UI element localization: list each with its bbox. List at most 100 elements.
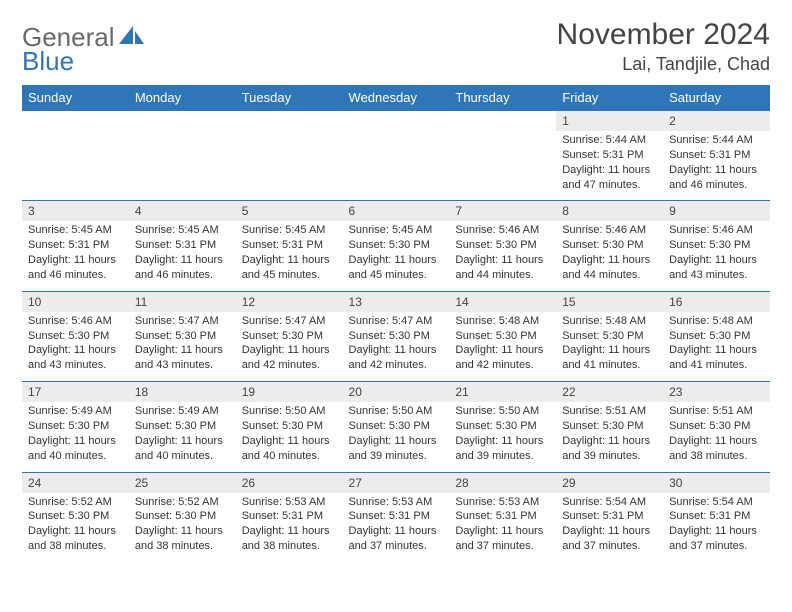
daylight-line: Daylight: 11 hours and 43 minutes.	[669, 253, 764, 283]
day-number-cell: 20	[343, 382, 450, 403]
weekday-header: Wednesday	[343, 85, 450, 111]
daylight-line: Daylight: 11 hours and 40 minutes.	[135, 434, 230, 464]
weekday-header: Tuesday	[236, 85, 343, 111]
sunset-line: Sunset: 5:31 PM	[669, 148, 764, 163]
sunrise-line: Sunrise: 5:47 AM	[242, 314, 337, 329]
sunset-line: Sunset: 5:30 PM	[562, 238, 657, 253]
sunset-line: Sunset: 5:30 PM	[242, 329, 337, 344]
sunrise-line: Sunrise: 5:51 AM	[669, 404, 764, 419]
sunset-line: Sunset: 5:30 PM	[669, 238, 764, 253]
day-content-row: Sunrise: 5:46 AMSunset: 5:30 PMDaylight:…	[22, 312, 770, 382]
daylight-line: Daylight: 11 hours and 47 minutes.	[562, 163, 657, 193]
sunrise-line: Sunrise: 5:44 AM	[562, 133, 657, 148]
sunrise-line: Sunrise: 5:45 AM	[135, 223, 230, 238]
day-number-cell: 6	[343, 201, 450, 222]
day-number-cell: 8	[556, 201, 663, 222]
daynum-row: 12	[22, 111, 770, 132]
day-number-cell	[449, 111, 556, 132]
sunrise-line: Sunrise: 5:53 AM	[242, 495, 337, 510]
day-content-cell: Sunrise: 5:46 AMSunset: 5:30 PMDaylight:…	[663, 221, 770, 291]
brand-logo: General Blue	[22, 18, 145, 74]
sunrise-line: Sunrise: 5:46 AM	[455, 223, 550, 238]
sunset-line: Sunset: 5:30 PM	[28, 419, 123, 434]
day-content-cell: Sunrise: 5:45 AMSunset: 5:31 PMDaylight:…	[22, 221, 129, 291]
daylight-line: Daylight: 11 hours and 40 minutes.	[28, 434, 123, 464]
sunset-line: Sunset: 5:31 PM	[562, 509, 657, 524]
day-content-cell: Sunrise: 5:52 AMSunset: 5:30 PMDaylight:…	[22, 493, 129, 562]
day-content-row: Sunrise: 5:49 AMSunset: 5:30 PMDaylight:…	[22, 402, 770, 472]
day-number-cell	[236, 111, 343, 132]
sunset-line: Sunset: 5:31 PM	[349, 509, 444, 524]
daylight-line: Daylight: 11 hours and 38 minutes.	[135, 524, 230, 554]
day-content-cell	[449, 131, 556, 201]
day-content-cell: Sunrise: 5:47 AMSunset: 5:30 PMDaylight:…	[343, 312, 450, 382]
day-number-cell: 4	[129, 201, 236, 222]
day-content-cell: Sunrise: 5:44 AMSunset: 5:31 PMDaylight:…	[556, 131, 663, 201]
day-number-cell: 18	[129, 382, 236, 403]
daylight-line: Daylight: 11 hours and 45 minutes.	[349, 253, 444, 283]
day-number-cell: 2	[663, 111, 770, 132]
sunset-line: Sunset: 5:30 PM	[669, 419, 764, 434]
day-content-cell: Sunrise: 5:53 AMSunset: 5:31 PMDaylight:…	[343, 493, 450, 562]
day-content-cell: Sunrise: 5:52 AMSunset: 5:30 PMDaylight:…	[129, 493, 236, 562]
sunrise-line: Sunrise: 5:46 AM	[28, 314, 123, 329]
daylight-line: Daylight: 11 hours and 41 minutes.	[562, 343, 657, 373]
daylight-line: Daylight: 11 hours and 46 minutes.	[135, 253, 230, 283]
header-row: General Blue November 2024 Lai, Tandjile…	[22, 18, 770, 75]
day-number-cell: 30	[663, 472, 770, 493]
sunrise-line: Sunrise: 5:50 AM	[349, 404, 444, 419]
day-content-cell: Sunrise: 5:46 AMSunset: 5:30 PMDaylight:…	[22, 312, 129, 382]
sunset-line: Sunset: 5:30 PM	[135, 329, 230, 344]
sunset-line: Sunset: 5:30 PM	[349, 238, 444, 253]
brand-text: General Blue	[22, 24, 115, 74]
sunrise-line: Sunrise: 5:53 AM	[349, 495, 444, 510]
sunset-line: Sunset: 5:30 PM	[28, 329, 123, 344]
sunrise-line: Sunrise: 5:46 AM	[669, 223, 764, 238]
sunset-line: Sunset: 5:30 PM	[669, 329, 764, 344]
day-content-cell	[129, 131, 236, 201]
daylight-line: Daylight: 11 hours and 37 minutes.	[349, 524, 444, 554]
sunset-line: Sunset: 5:30 PM	[455, 419, 550, 434]
sunset-line: Sunset: 5:30 PM	[455, 329, 550, 344]
sunrise-line: Sunrise: 5:48 AM	[562, 314, 657, 329]
daynum-row: 24252627282930	[22, 472, 770, 493]
day-content-cell: Sunrise: 5:50 AMSunset: 5:30 PMDaylight:…	[343, 402, 450, 472]
sunrise-line: Sunrise: 5:47 AM	[135, 314, 230, 329]
day-number-cell: 29	[556, 472, 663, 493]
document-page: General Blue November 2024 Lai, Tandjile…	[0, 0, 792, 572]
day-number-cell: 5	[236, 201, 343, 222]
day-number-cell: 22	[556, 382, 663, 403]
day-content-cell: Sunrise: 5:49 AMSunset: 5:30 PMDaylight:…	[22, 402, 129, 472]
day-content-cell: Sunrise: 5:45 AMSunset: 5:31 PMDaylight:…	[236, 221, 343, 291]
daylight-line: Daylight: 11 hours and 39 minutes.	[455, 434, 550, 464]
day-number-cell: 11	[129, 291, 236, 312]
sunrise-line: Sunrise: 5:51 AM	[562, 404, 657, 419]
day-number-cell: 16	[663, 291, 770, 312]
sunrise-line: Sunrise: 5:54 AM	[669, 495, 764, 510]
day-content-cell: Sunrise: 5:46 AMSunset: 5:30 PMDaylight:…	[556, 221, 663, 291]
day-number-cell: 26	[236, 472, 343, 493]
day-number-cell: 23	[663, 382, 770, 403]
daylight-line: Daylight: 11 hours and 41 minutes.	[669, 343, 764, 373]
day-number-cell	[22, 111, 129, 132]
sunset-line: Sunset: 5:31 PM	[455, 509, 550, 524]
daylight-line: Daylight: 11 hours and 37 minutes.	[562, 524, 657, 554]
daylight-line: Daylight: 11 hours and 37 minutes.	[455, 524, 550, 554]
day-number-cell: 1	[556, 111, 663, 132]
day-number-cell: 14	[449, 291, 556, 312]
daylight-line: Daylight: 11 hours and 42 minutes.	[455, 343, 550, 373]
weekday-header: Thursday	[449, 85, 556, 111]
sunrise-line: Sunrise: 5:45 AM	[242, 223, 337, 238]
day-number-cell: 10	[22, 291, 129, 312]
day-number-cell: 27	[343, 472, 450, 493]
day-number-cell: 15	[556, 291, 663, 312]
day-number-cell: 19	[236, 382, 343, 403]
day-content-cell: Sunrise: 5:45 AMSunset: 5:30 PMDaylight:…	[343, 221, 450, 291]
sunrise-line: Sunrise: 5:50 AM	[455, 404, 550, 419]
day-number-cell: 17	[22, 382, 129, 403]
day-content-cell: Sunrise: 5:54 AMSunset: 5:31 PMDaylight:…	[556, 493, 663, 562]
weekday-header: Monday	[129, 85, 236, 111]
daylight-line: Daylight: 11 hours and 43 minutes.	[135, 343, 230, 373]
weekday-header-row: Sunday Monday Tuesday Wednesday Thursday…	[22, 85, 770, 111]
day-content-cell: Sunrise: 5:46 AMSunset: 5:30 PMDaylight:…	[449, 221, 556, 291]
